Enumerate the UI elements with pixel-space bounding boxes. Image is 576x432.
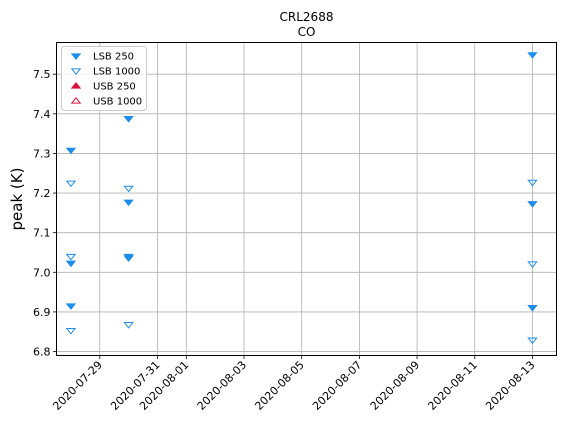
y-tick-label: 7.2 [33, 187, 51, 200]
data-point [65, 327, 77, 335]
legend-label: USB 250 [93, 82, 136, 93]
legend-label: LSB 250 [93, 52, 134, 63]
legend-marker [70, 68, 82, 76]
legend-label: USB 1000 [93, 97, 142, 108]
data-marks [65, 52, 538, 345]
data-point [527, 201, 538, 208]
data-point [527, 337, 538, 345]
legend: LSB 250 LSB 1000 USB 250 USB 1000 [61, 46, 147, 111]
x-tick-label: 2020-08-05 [252, 358, 306, 412]
legend-marker [70, 96, 82, 104]
data-point [123, 322, 134, 329]
data-point [527, 179, 538, 187]
x-tick-label: 2020-08-03 [195, 358, 249, 412]
data-point [123, 115, 134, 123]
legend-marker [70, 81, 82, 89]
legend-marker [70, 53, 82, 61]
plot-frame [56, 42, 557, 356]
axis-ticks: 6.8 6.9 7.0 7.1 7.2 7.3 7.4 7.5 2020-07-29 2020-0… [33, 68, 538, 413]
data-point [527, 52, 538, 59]
legend-box [61, 46, 147, 111]
data-point [527, 304, 538, 312]
y-tick-label: 7.4 [33, 108, 51, 121]
x-tick-label: 2020-08-09 [368, 358, 422, 412]
x-tick-label: 2020-08-07 [310, 358, 364, 412]
chart-title: CRL2688 [280, 10, 334, 24]
data-point [65, 180, 77, 188]
y-tick-label: 7.1 [33, 227, 51, 240]
data-point [123, 185, 134, 193]
y-tick-label: 7.0 [33, 266, 51, 279]
y-tick-label: 7.5 [33, 68, 51, 81]
chart-subtitle: CO [298, 25, 316, 39]
x-tick-label: 2020-08-13 [483, 358, 537, 412]
data-point [527, 261, 538, 268]
y-axis-label: peak (K) [8, 168, 26, 231]
y-tick-label: 6.9 [33, 306, 51, 319]
data-point [123, 255, 134, 263]
data-point [65, 253, 77, 261]
data-point [65, 260, 77, 268]
y-tick-label: 7.3 [33, 147, 51, 160]
data-point [65, 303, 77, 310]
legend-label: LSB 1000 [93, 67, 140, 78]
x-tick-label: 2020-07-29 [50, 358, 104, 412]
data-point [65, 147, 77, 155]
grid-lines [56, 42, 557, 356]
data-point [123, 199, 134, 207]
x-tick-label: 2020-08-11 [425, 358, 479, 412]
y-tick-label: 6.8 [33, 346, 51, 359]
